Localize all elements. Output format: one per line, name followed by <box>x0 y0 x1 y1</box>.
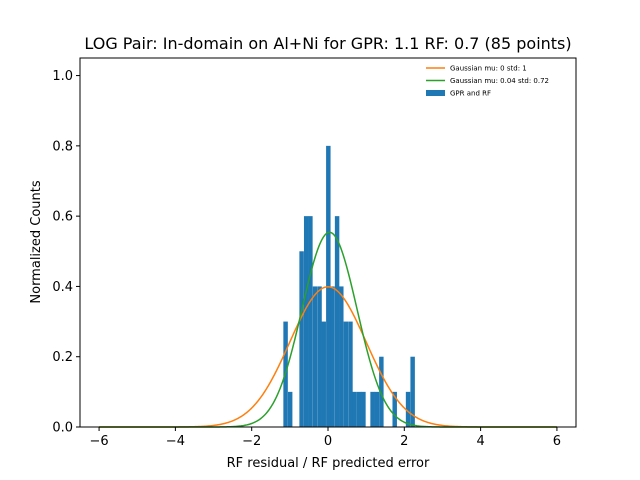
chart-title: LOG Pair: In-domain on Al+Ni for GPR: 1.… <box>84 34 571 53</box>
legend-label-histogram: GPR and RF <box>450 90 491 98</box>
y-tick-label-1: 0.2 <box>52 350 73 365</box>
x-tick-label-2: −2 <box>242 434 261 449</box>
histogram-bar-21 <box>405 391 411 427</box>
histogram-bar-22 <box>410 356 415 427</box>
histogram-bar-16 <box>361 391 366 427</box>
histogram-bar-4 <box>308 216 313 427</box>
y-tick-label-2: 0.4 <box>52 280 73 295</box>
histogram-bar-15 <box>356 391 362 427</box>
histogram-bar-5 <box>312 286 318 427</box>
histogram-bar-19 <box>379 356 384 427</box>
legend-label-1: Gaussian mu: 0.04 std: 0.72 <box>450 77 549 85</box>
legend-swatch-histogram <box>426 90 445 96</box>
x-tick-label-1: −4 <box>166 434 185 449</box>
x-tick-label-6: 6 <box>553 434 561 449</box>
histogram-bar-7 <box>321 321 326 427</box>
y-tick-label-3: 0.6 <box>52 210 73 225</box>
histogram-bar-12 <box>343 321 349 427</box>
legend-label-0: Gaussian mu: 0 std: 1 <box>450 65 527 73</box>
histogram-bar-1 <box>287 391 293 427</box>
histogram-bar-2 <box>299 251 304 427</box>
x-tick-label-0: −6 <box>89 434 108 449</box>
y-tick-label-5: 1.0 <box>52 69 73 84</box>
y-axis-label: Normalized Counts <box>29 180 44 303</box>
histogram-bar-9 <box>330 286 335 427</box>
x-tick-label-5: 4 <box>476 434 484 449</box>
x-axis-label: RF residual / RF predicted error <box>227 456 430 471</box>
histogram-bar-18 <box>374 391 380 427</box>
histogram-bar-17 <box>370 391 375 427</box>
y-tick-label-4: 0.8 <box>52 139 73 154</box>
histogram-bar-10 <box>334 216 340 427</box>
legend: Gaussian mu: 0 std: 1 Gaussian mu: 0.04 s… <box>426 65 549 98</box>
x-tick-label-3: 0 <box>324 434 332 449</box>
histogram-bar-6 <box>317 286 322 427</box>
histogram-bar-13 <box>348 321 353 427</box>
x-axis: −6 −4 −2 0 2 4 6 <box>89 427 561 449</box>
y-axis: 0.0 0.2 0.4 0.6 0.8 1.0 <box>52 69 80 436</box>
histogram-bar-20 <box>392 391 397 427</box>
histogram-bar-14 <box>352 391 357 427</box>
y-tick-label-0: 0.0 <box>52 421 73 436</box>
x-tick-label-4: 2 <box>400 434 408 449</box>
histogram-bar-3 <box>303 216 309 427</box>
histogram-bar-11 <box>339 286 344 427</box>
